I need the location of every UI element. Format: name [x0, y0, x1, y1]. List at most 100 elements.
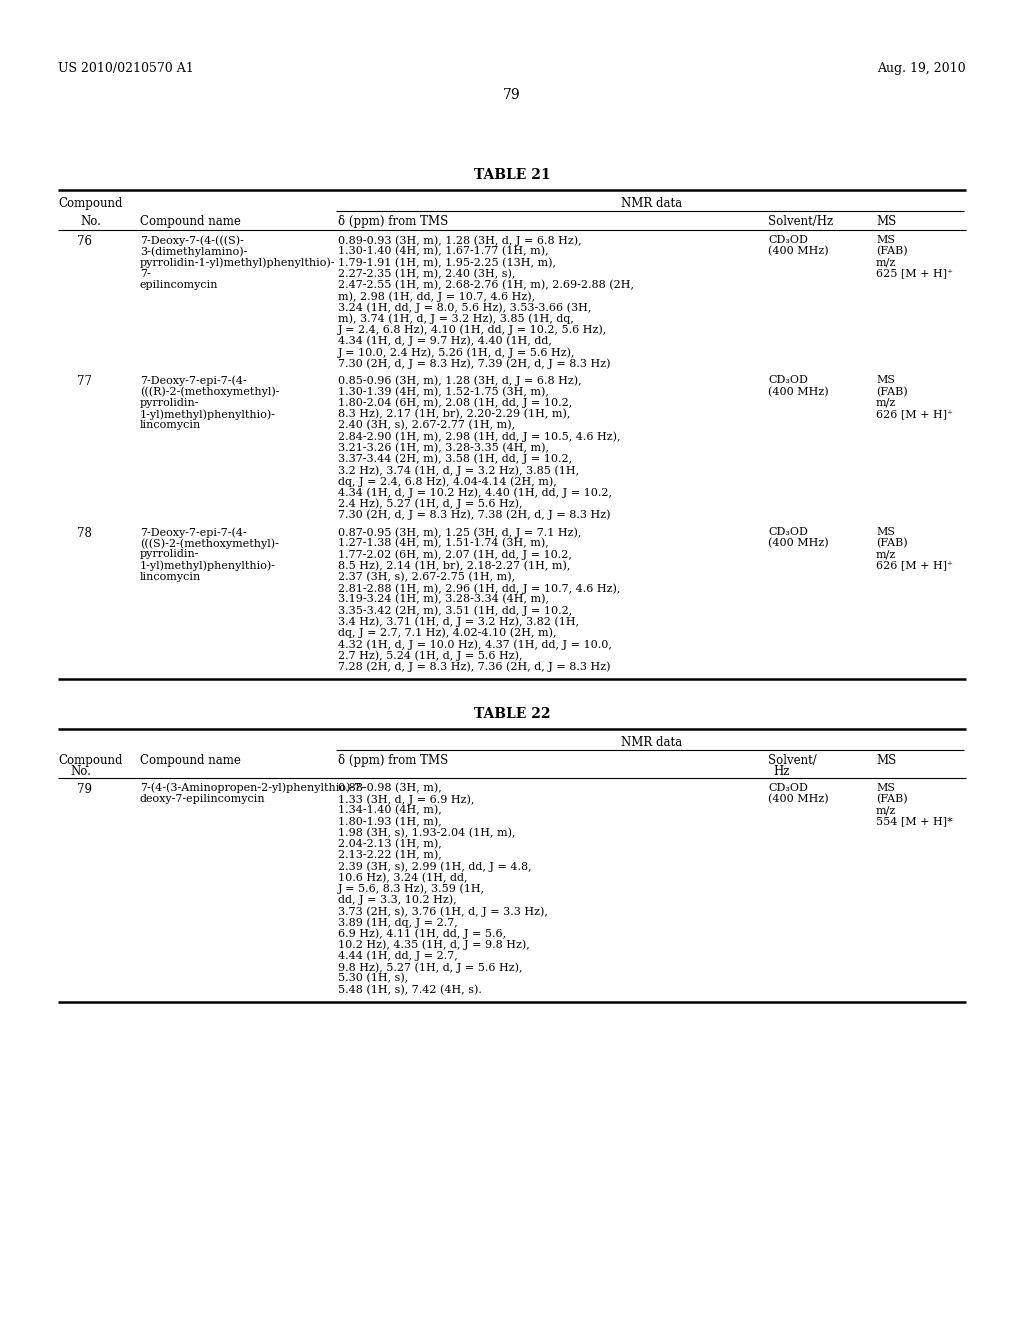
Text: m/z: m/z [876, 257, 896, 268]
Text: (400 MHz): (400 MHz) [768, 387, 828, 397]
Text: (FAB): (FAB) [876, 539, 907, 549]
Text: J = 10.0, 2.4 Hz), 5.26 (1H, d, J = 5.6 Hz),: J = 10.0, 2.4 Hz), 5.26 (1H, d, J = 5.6 … [338, 347, 575, 358]
Text: 10.2 Hz), 4.35 (1H, d, J = 9.8 Hz),: 10.2 Hz), 4.35 (1H, d, J = 9.8 Hz), [338, 940, 529, 950]
Text: dq, J = 2.4, 6.8 Hz), 4.04-4.14 (2H, m),: dq, J = 2.4, 6.8 Hz), 4.04-4.14 (2H, m), [338, 477, 557, 487]
Text: Solvent/: Solvent/ [768, 754, 817, 767]
Text: 1-yl)methyl)phenylthio)-: 1-yl)methyl)phenylthio)- [140, 409, 276, 420]
Text: epilincomycin: epilincomycin [140, 280, 218, 290]
Text: CD₃OD: CD₃OD [768, 783, 808, 793]
Text: 79: 79 [77, 783, 91, 796]
Text: 2.13-2.22 (1H, m),: 2.13-2.22 (1H, m), [338, 850, 441, 861]
Text: 1.30-1.40 (4H, m), 1.67-1.77 (1H, m),: 1.30-1.40 (4H, m), 1.67-1.77 (1H, m), [338, 247, 549, 256]
Text: Hz: Hz [773, 764, 790, 777]
Text: 2.27-2.35 (1H, m), 2.40 (3H, s),: 2.27-2.35 (1H, m), 2.40 (3H, s), [338, 268, 515, 279]
Text: m), 2.98 (1H, dd, J = 10.7, 4.6 Hz),: m), 2.98 (1H, dd, J = 10.7, 4.6 Hz), [338, 290, 536, 301]
Text: 1.30-1.39 (4H, m), 1.52-1.75 (3H, m),: 1.30-1.39 (4H, m), 1.52-1.75 (3H, m), [338, 387, 549, 397]
Text: 7-(4-(3-Aminopropen-2-yl)phenylthio)-7-: 7-(4-(3-Aminopropen-2-yl)phenylthio)-7- [140, 783, 365, 793]
Text: 7.30 (2H, d, J = 8.3 Hz), 7.38 (2H, d, J = 8.3 Hz): 7.30 (2H, d, J = 8.3 Hz), 7.38 (2H, d, J… [338, 510, 610, 520]
Text: 5.30 (1H, s),: 5.30 (1H, s), [338, 973, 409, 983]
Text: δ (ppm) from TMS: δ (ppm) from TMS [338, 754, 449, 767]
Text: 0.85-0.96 (3H, m), 1.28 (3H, d, J = 6.8 Hz),: 0.85-0.96 (3H, m), 1.28 (3H, d, J = 6.8 … [338, 375, 582, 385]
Text: 3.21-3.26 (1H, m), 3.28-3.35 (4H, m),: 3.21-3.26 (1H, m), 3.28-3.35 (4H, m), [338, 442, 549, 453]
Text: 76: 76 [77, 235, 91, 248]
Text: (400 MHz): (400 MHz) [768, 795, 828, 804]
Text: m/z: m/z [876, 549, 896, 560]
Text: deoxy-7-epilincomycin: deoxy-7-epilincomycin [140, 795, 265, 804]
Text: US 2010/0210570 A1: US 2010/0210570 A1 [58, 62, 194, 75]
Text: Solvent/Hz: Solvent/Hz [768, 215, 834, 228]
Text: 3.19-3.24 (1H, m), 3.28-3.34 (4H, m),: 3.19-3.24 (1H, m), 3.28-3.34 (4H, m), [338, 594, 549, 605]
Text: MS: MS [876, 375, 895, 385]
Text: 3.4 Hz), 3.71 (1H, d, J = 3.2 Hz), 3.82 (1H,: 3.4 Hz), 3.71 (1H, d, J = 3.2 Hz), 3.82 … [338, 616, 580, 627]
Text: MS: MS [876, 754, 896, 767]
Text: 0.88-0.98 (3H, m),: 0.88-0.98 (3H, m), [338, 783, 441, 793]
Text: 626 [M + H]⁺: 626 [M + H]⁺ [876, 561, 953, 570]
Text: 4.32 (1H, d, J = 10.0 Hz), 4.37 (1H, dd, J = 10.0,: 4.32 (1H, d, J = 10.0 Hz), 4.37 (1H, dd,… [338, 639, 612, 649]
Text: 2.37 (3H, s), 2.67-2.75 (1H, m),: 2.37 (3H, s), 2.67-2.75 (1H, m), [338, 572, 515, 582]
Text: CD₃OD: CD₃OD [768, 235, 808, 246]
Text: 7-Deoxy-7-(4-(((S)-: 7-Deoxy-7-(4-(((S)- [140, 235, 244, 246]
Text: 8.5 Hz), 2.14 (1H, br), 2.18-2.27 (1H, m),: 8.5 Hz), 2.14 (1H, br), 2.18-2.27 (1H, m… [338, 561, 570, 572]
Text: 10.6 Hz), 3.24 (1H, dd,: 10.6 Hz), 3.24 (1H, dd, [338, 873, 468, 883]
Text: lincomycin: lincomycin [140, 420, 202, 430]
Text: TABLE 21: TABLE 21 [474, 168, 550, 182]
Text: No.: No. [70, 764, 91, 777]
Text: (FAB): (FAB) [876, 247, 907, 256]
Text: MS: MS [876, 215, 896, 228]
Text: pyrrolidin-: pyrrolidin- [140, 397, 200, 408]
Text: 78: 78 [77, 527, 91, 540]
Text: 5.48 (1H, s), 7.42 (4H, s).: 5.48 (1H, s), 7.42 (4H, s). [338, 985, 482, 995]
Text: (400 MHz): (400 MHz) [768, 539, 828, 549]
Text: 2.40 (3H, s), 2.67-2.77 (1H, m),: 2.40 (3H, s), 2.67-2.77 (1H, m), [338, 420, 515, 430]
Text: 3-(dimethylamino)-: 3-(dimethylamino)- [140, 247, 248, 257]
Text: MS: MS [876, 527, 895, 537]
Text: MS: MS [876, 235, 895, 246]
Text: 2.04-2.13 (1H, m),: 2.04-2.13 (1H, m), [338, 838, 441, 849]
Text: 79: 79 [503, 88, 521, 102]
Text: δ (ppm) from TMS: δ (ppm) from TMS [338, 215, 449, 228]
Text: (((S)-2-(methoxymethyl)-: (((S)-2-(methoxymethyl)- [140, 539, 279, 549]
Text: 1.77-2.02 (6H, m), 2.07 (1H, dd, J = 10.2,: 1.77-2.02 (6H, m), 2.07 (1H, dd, J = 10.… [338, 549, 571, 560]
Text: 1.80-1.93 (1H, m),: 1.80-1.93 (1H, m), [338, 816, 441, 826]
Text: m), 3.74 (1H, d, J = 3.2 Hz), 3.85 (1H, dq,: m), 3.74 (1H, d, J = 3.2 Hz), 3.85 (1H, … [338, 313, 573, 323]
Text: 625 [M + H]⁺: 625 [M + H]⁺ [876, 268, 953, 279]
Text: 554 [M + H]*: 554 [M + H]* [876, 816, 952, 826]
Text: 4.44 (1H, dd, J = 2.7,: 4.44 (1H, dd, J = 2.7, [338, 950, 458, 961]
Text: J = 5.6, 8.3 Hz), 3.59 (1H,: J = 5.6, 8.3 Hz), 3.59 (1H, [338, 883, 485, 894]
Text: 7-Deoxy-7-epi-7-(4-: 7-Deoxy-7-epi-7-(4- [140, 527, 247, 537]
Text: 77: 77 [77, 375, 91, 388]
Text: 8.3 Hz), 2.17 (1H, br), 2.20-2.29 (1H, m),: 8.3 Hz), 2.17 (1H, br), 2.20-2.29 (1H, m… [338, 409, 570, 420]
Text: No.: No. [80, 215, 101, 228]
Text: pyrrolidin-1-yl)methyl)phenylthio)-: pyrrolidin-1-yl)methyl)phenylthio)- [140, 257, 336, 268]
Text: 0.87-0.95 (3H, m), 1.25 (3H, d, J = 7.1 Hz),: 0.87-0.95 (3H, m), 1.25 (3H, d, J = 7.1 … [338, 527, 582, 537]
Text: 1.80-2.04 (6H, m), 2.08 (1H, dd, J = 10.2,: 1.80-2.04 (6H, m), 2.08 (1H, dd, J = 10.… [338, 397, 572, 408]
Text: 2.7 Hz), 5.24 (1H, d, J = 5.6 Hz),: 2.7 Hz), 5.24 (1H, d, J = 5.6 Hz), [338, 651, 522, 661]
Text: 9.8 Hz), 5.27 (1H, d, J = 5.6 Hz),: 9.8 Hz), 5.27 (1H, d, J = 5.6 Hz), [338, 962, 522, 973]
Text: CD₃OD: CD₃OD [768, 375, 808, 385]
Text: pyrrolidin-: pyrrolidin- [140, 549, 200, 560]
Text: 1.79-1.91 (1H, m), 1.95-2.25 (13H, m),: 1.79-1.91 (1H, m), 1.95-2.25 (13H, m), [338, 257, 556, 268]
Text: J = 2.4, 6.8 Hz), 4.10 (1H, dd, J = 10.2, 5.6 Hz),: J = 2.4, 6.8 Hz), 4.10 (1H, dd, J = 10.2… [338, 325, 607, 335]
Text: Compound: Compound [58, 197, 123, 210]
Text: Compound name: Compound name [140, 754, 241, 767]
Text: 626 [M + H]⁺: 626 [M + H]⁺ [876, 409, 953, 418]
Text: 1.27-1.38 (4H, m), 1.51-1.74 (3H, m),: 1.27-1.38 (4H, m), 1.51-1.74 (3H, m), [338, 539, 549, 549]
Text: 2.81-2.88 (1H, m), 2.96 (1H, dd, J = 10.7, 4.6 Hz),: 2.81-2.88 (1H, m), 2.96 (1H, dd, J = 10.… [338, 583, 621, 594]
Text: 7-Deoxy-7-epi-7-(4-: 7-Deoxy-7-epi-7-(4- [140, 375, 247, 385]
Text: lincomycin: lincomycin [140, 572, 202, 582]
Text: (FAB): (FAB) [876, 795, 907, 804]
Text: 0.89-0.93 (3H, m), 1.28 (3H, d, J = 6.8 Hz),: 0.89-0.93 (3H, m), 1.28 (3H, d, J = 6.8 … [338, 235, 582, 246]
Text: 4.34 (1H, d, J = 9.7 Hz), 4.40 (1H, dd,: 4.34 (1H, d, J = 9.7 Hz), 4.40 (1H, dd, [338, 335, 552, 346]
Text: TABLE 22: TABLE 22 [474, 706, 550, 721]
Text: 3.89 (1H, dq, J = 2.7,: 3.89 (1H, dq, J = 2.7, [338, 917, 458, 928]
Text: (400 MHz): (400 MHz) [768, 247, 828, 256]
Text: NMR data: NMR data [622, 197, 683, 210]
Text: MS: MS [876, 783, 895, 793]
Text: dd, J = 3.3, 10.2 Hz),: dd, J = 3.3, 10.2 Hz), [338, 895, 457, 906]
Text: 2.47-2.55 (1H, m), 2.68-2.76 (1H, m), 2.69-2.88 (2H,: 2.47-2.55 (1H, m), 2.68-2.76 (1H, m), 2.… [338, 280, 634, 290]
Text: 4.34 (1H, d, J = 10.2 Hz), 4.40 (1H, dd, J = 10.2,: 4.34 (1H, d, J = 10.2 Hz), 4.40 (1H, dd,… [338, 487, 612, 498]
Text: 3.37-3.44 (2H, m), 3.58 (1H, dd, J = 10.2,: 3.37-3.44 (2H, m), 3.58 (1H, dd, J = 10.… [338, 454, 572, 465]
Text: 3.73 (2H, s), 3.76 (1H, d, J = 3.3 Hz),: 3.73 (2H, s), 3.76 (1H, d, J = 3.3 Hz), [338, 906, 548, 916]
Text: 7.30 (2H, d, J = 8.3 Hz), 7.39 (2H, d, J = 8.3 Hz): 7.30 (2H, d, J = 8.3 Hz), 7.39 (2H, d, J… [338, 358, 610, 368]
Text: 7-: 7- [140, 268, 151, 279]
